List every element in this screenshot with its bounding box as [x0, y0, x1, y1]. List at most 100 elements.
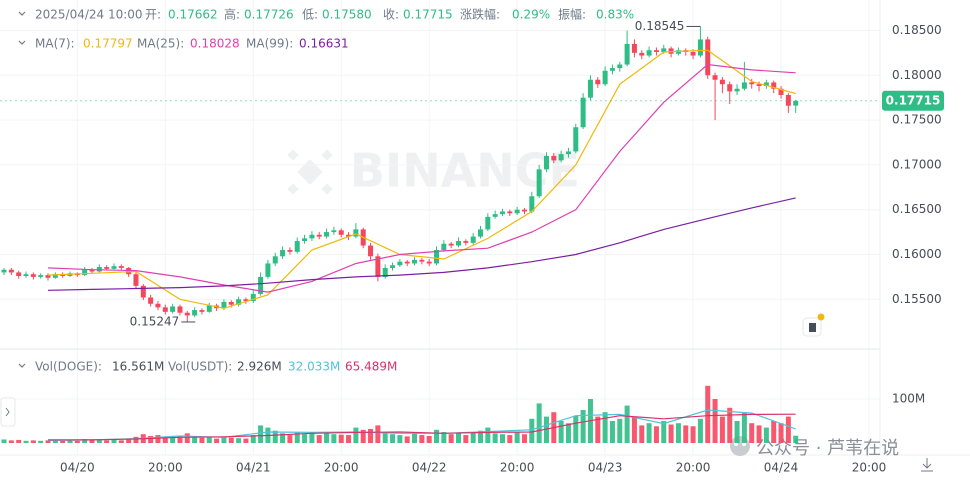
x-tick-label: 20:00 [676, 461, 711, 475]
volume-bar [646, 423, 652, 443]
volume-bar [8, 440, 14, 443]
volume-bar [521, 434, 527, 443]
candle-body [595, 79, 601, 85]
candle-body [382, 267, 388, 277]
candle-body [60, 274, 66, 276]
y-tick-label: 0.17000 [892, 157, 942, 171]
collapse-icon[interactable] [18, 363, 26, 368]
collapse-icon[interactable] [18, 11, 26, 16]
side-toggle[interactable] [0, 397, 16, 427]
ma-legend-name: MA(7): [35, 37, 75, 51]
volume-bar [543, 416, 549, 443]
y-tick-label: 0.17500 [892, 113, 942, 127]
candle-body [118, 266, 124, 268]
volume-bar [793, 435, 799, 443]
candle-body [741, 82, 747, 89]
candle-body [52, 274, 58, 278]
candle-body [346, 234, 352, 237]
volume-bar [573, 415, 579, 443]
volume-bar [602, 412, 608, 443]
volume-bar [463, 435, 469, 443]
candle-body [184, 312, 190, 316]
notice-icon[interactable] [802, 313, 825, 337]
candle-body [734, 88, 740, 92]
candle-body [243, 299, 249, 302]
candle-body [456, 241, 462, 246]
vol-legend-label: Vol(USDT): [168, 360, 232, 374]
candle-body [148, 297, 154, 304]
volume-bar [331, 434, 337, 443]
volume-bar [580, 410, 586, 443]
volume-bar [727, 407, 733, 443]
volume-bar [96, 439, 102, 443]
candle-body [316, 234, 322, 237]
candle-body [492, 214, 498, 217]
volume-bar [419, 435, 425, 443]
candle-body [192, 310, 198, 316]
vol-legend-label: Vol(DOGE): [35, 360, 102, 374]
candle-body [265, 263, 271, 277]
volume-bar [192, 436, 198, 443]
volume-bar [38, 440, 44, 443]
candle-body [609, 68, 615, 71]
candle-body [785, 94, 791, 106]
volume-bar [346, 435, 352, 443]
candle-body [727, 84, 733, 92]
volume-bar [734, 421, 740, 443]
candle-body [82, 269, 88, 276]
volume-bar [302, 434, 308, 443]
candle-body [565, 151, 571, 155]
volume-bar [441, 432, 447, 443]
price-tag-label: 0.17715 [886, 93, 941, 107]
volume-bar [763, 427, 769, 443]
volume-bar [785, 416, 791, 443]
volume-bar [514, 432, 520, 443]
volume-bar [133, 436, 139, 443]
candle-body [448, 243, 454, 246]
candle-body [331, 230, 337, 233]
header-label: 低: [302, 8, 318, 22]
volume-bar [214, 438, 220, 443]
ma-line [47, 197, 796, 291]
x-tick-label: 04/23 [588, 461, 623, 475]
x-tick-label: 04/22 [412, 461, 447, 475]
candle-body [697, 39, 703, 56]
volume-bar [60, 440, 66, 443]
volume-bar [434, 429, 440, 443]
candle-body [104, 267, 110, 269]
watermark-text: BINANCE [350, 144, 580, 198]
volume-bar [617, 418, 623, 443]
x-tick-label: 04/21 [236, 461, 271, 475]
candle-body [477, 229, 483, 237]
header-time: 2025/04/24 10:00 [35, 8, 143, 22]
volume-bar [74, 440, 80, 443]
candle-body [1, 269, 7, 273]
header-value: 0.17662 [168, 8, 218, 22]
y-tick-label: 0.15500 [892, 292, 942, 306]
scroll-end-icon[interactable] [921, 458, 933, 472]
ma-legend-value: 0.17797 [83, 37, 133, 51]
volume-bar [324, 433, 330, 443]
x-tick-label: 20:00 [500, 461, 535, 475]
volume-bar [236, 438, 242, 443]
volume-bar [206, 437, 212, 443]
candle-body [250, 293, 256, 302]
volume-bar [170, 436, 176, 443]
volume-bar [16, 439, 22, 443]
candle-body [631, 43, 637, 53]
candle-body [45, 275, 51, 278]
candle-body [199, 310, 205, 312]
ma-legend-name: MA(99): [246, 37, 293, 51]
collapse-icon[interactable] [18, 40, 26, 45]
volume-bar [683, 425, 689, 443]
header-label: 收: [383, 8, 399, 22]
candle-body [206, 305, 212, 312]
vol-ma-legend-value: 32.033M [288, 360, 340, 374]
candle-body [470, 236, 476, 243]
volume-bar [756, 425, 762, 443]
candle-body [30, 274, 36, 277]
price-tag [882, 90, 944, 111]
candle-body [38, 275, 44, 277]
volume-bar [741, 412, 747, 443]
